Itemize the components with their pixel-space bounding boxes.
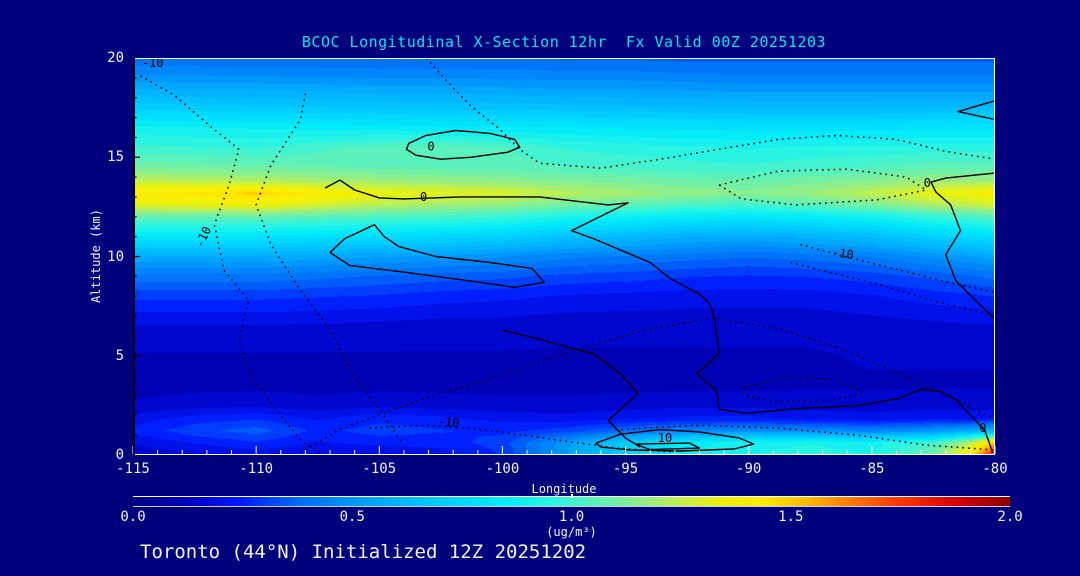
contour-label--10: -10 — [142, 56, 164, 70]
contour-line--10 — [718, 168, 927, 206]
plot-area: -10 -10 0 0 -10 -10 10 0 0 — [132, 56, 996, 456]
contour-label-0: 0 — [924, 176, 931, 190]
contour-label-0: 0 — [427, 139, 434, 153]
colorbar-tick-label: 0.0 — [120, 509, 146, 525]
init-info-line: Toronto (44°N) Initialized 12Z 20251202 — [140, 541, 587, 563]
colorbar-tick-labels: 0.0 0.5 1.0 1.5 2.0 — [120, 509, 1022, 525]
x-tick-label: -85 — [859, 461, 885, 477]
x-tick-label: -90 — [736, 461, 762, 477]
contour-line--10 — [425, 57, 996, 169]
contour-label--10: -10 — [437, 414, 460, 430]
contour-line-0 — [324, 179, 994, 454]
x-axis-label: Longitude — [531, 482, 597, 496]
x-tick-label: -95 — [612, 461, 639, 477]
contour-label--10: -10 — [831, 245, 854, 262]
y-tick-label: 15 — [107, 149, 124, 166]
colorbar-tick-label: 0.5 — [339, 509, 365, 525]
contour-line-0 — [930, 172, 996, 320]
y-tick-labels: 0 5 10 15 20 — [90, 50, 128, 463]
colorbar-tick-label: 1.5 — [778, 509, 804, 525]
x-tick-label: -110 — [239, 461, 273, 477]
colorbar-units: (ug/m³) — [546, 525, 597, 539]
contour-line--10 — [743, 376, 863, 403]
x-tick-label: -80 — [982, 461, 1008, 477]
x-tick-labels: -115 -110 -105 -100 -95 -90 -85 -80 — [116, 461, 1008, 477]
contour-label-0: 0 — [979, 421, 986, 435]
x-tick-label: -115 — [116, 461, 150, 477]
contour-line--10 — [140, 75, 321, 455]
contour-overlay: -10 -10 0 0 -10 -10 10 0 0 — [132, 56, 996, 456]
x-tick-label: -100 — [485, 461, 520, 477]
contour-line-10 — [634, 442, 701, 451]
contour-line--10 — [300, 317, 996, 454]
contour-line-0 — [329, 223, 545, 289]
y-tick-label: 20 — [107, 50, 124, 66]
contour-label-10: 10 — [658, 431, 672, 445]
contour-line--10 — [800, 243, 996, 293]
contour-line-0 — [957, 100, 996, 121]
contour-fill-field — [133, 58, 995, 455]
contour-line--10 — [369, 424, 675, 453]
contour-line-0 — [502, 329, 641, 448]
y-tick-label: 0 — [115, 447, 124, 463]
chart-title: BCOC Longitudinal X-Section 12hr Fx Vali… — [301, 33, 827, 51]
contour-line--10 — [615, 424, 996, 451]
contour-label--10: -10 — [192, 224, 214, 250]
contour-line-0 — [405, 129, 521, 160]
colorbar-tick-label: 2.0 — [997, 509, 1023, 525]
colorbar-gradient — [133, 497, 1010, 506]
colorbar-center-tick — [571, 494, 573, 498]
plot-frame — [133, 58, 995, 455]
y-tick-label: 5 — [115, 347, 124, 364]
contour-line--10 — [255, 93, 405, 446]
contour-line-10 — [595, 428, 755, 452]
contour-label-0: 0 — [420, 190, 427, 204]
y-tick-label: 10 — [107, 248, 124, 265]
x-tick-label: -105 — [362, 461, 397, 477]
colorbar-tick-label: 1.0 — [558, 509, 585, 525]
